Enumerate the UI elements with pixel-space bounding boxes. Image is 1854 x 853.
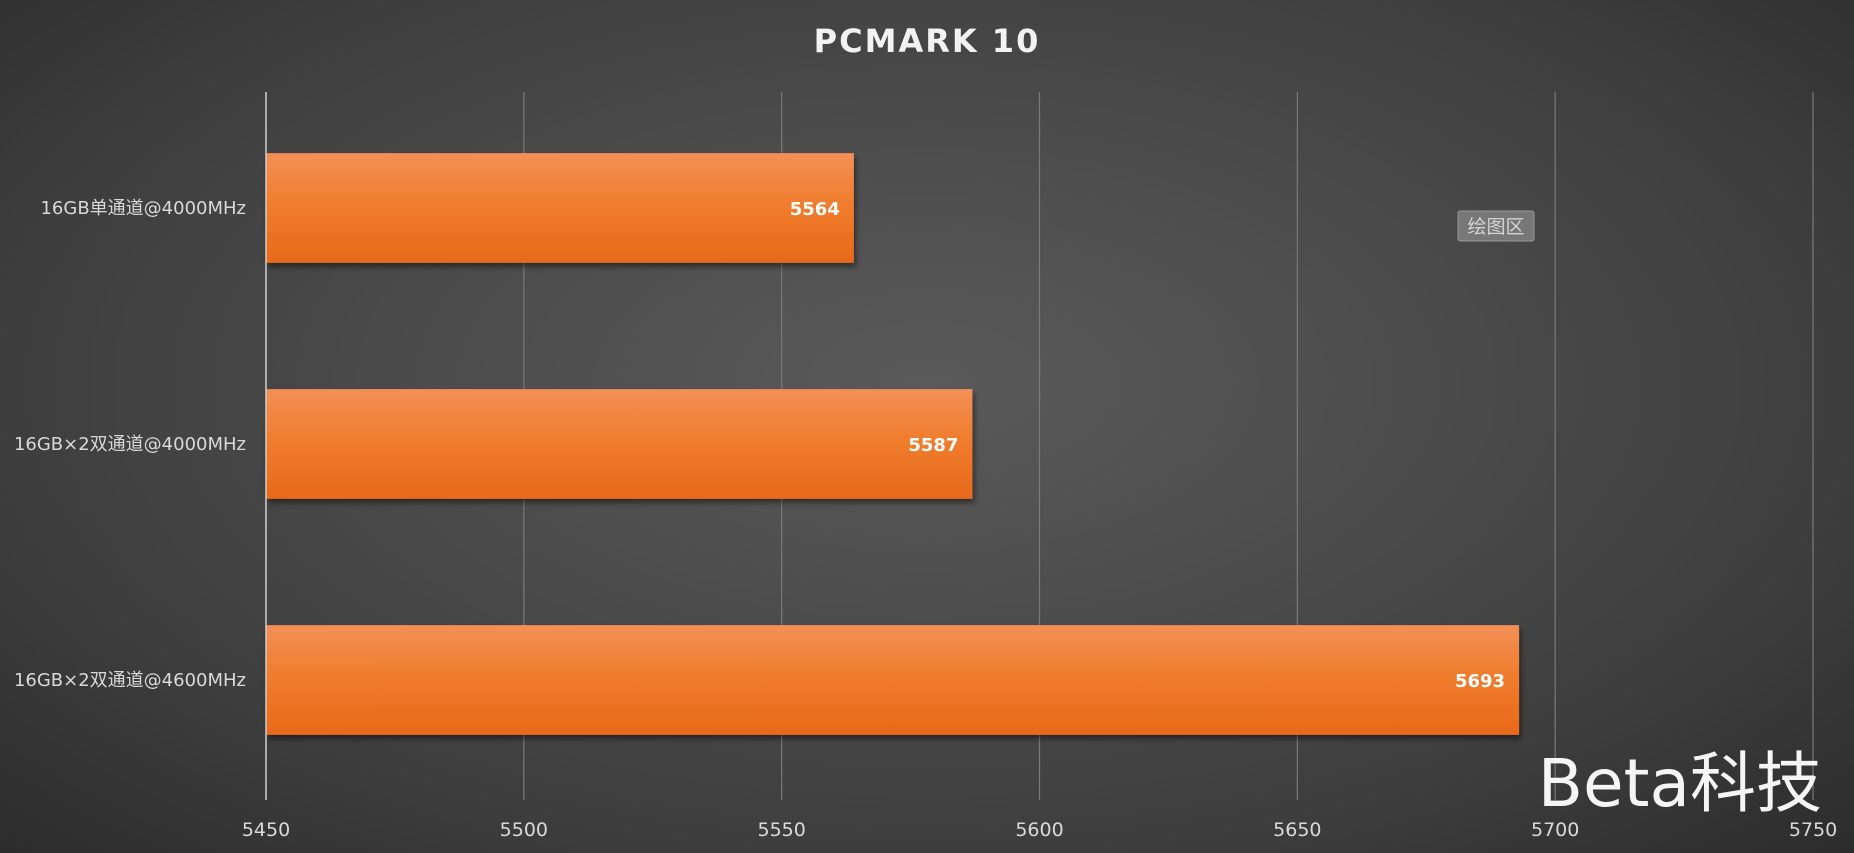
bar [266,625,1520,735]
data-label: 5693 [1455,671,1505,692]
plot-area-tag-text: 绘图区 [1467,216,1524,238]
chart-title: PCMARK 10 [814,22,1041,60]
bars: 5564 5587 5693 [266,153,1520,735]
x-tick-label: 5700 [1531,819,1579,841]
plot-area-tag: 绘图区 [1457,210,1535,242]
x-tick-label: 5550 [757,819,805,841]
watermark: Beta科技 [1538,745,1822,822]
x-tick-label: 5450 [242,819,290,841]
value-axis: 5450 5500 5550 5600 5650 5700 5750 [242,92,1837,841]
category-axis: 16GB单通道@4000MHz 16GB×2双通道@4000MHz 16GB×2双通… [14,198,246,691]
x-tick-label: 5500 [500,819,548,841]
x-tick-label: 5600 [1015,819,1063,841]
category-label: 16GB单通道@4000MHz [40,198,246,219]
x-tick-label: 5750 [1789,819,1837,841]
category-label: 16GB×2双通道@4600MHz [14,670,246,691]
category-label: 16GB×2双通道@4000MHz [14,434,246,455]
bar [266,153,854,263]
data-label: 5564 [790,199,840,220]
x-tick-label: 5650 [1273,819,1321,841]
data-label: 5587 [908,435,958,456]
bar [266,389,973,499]
